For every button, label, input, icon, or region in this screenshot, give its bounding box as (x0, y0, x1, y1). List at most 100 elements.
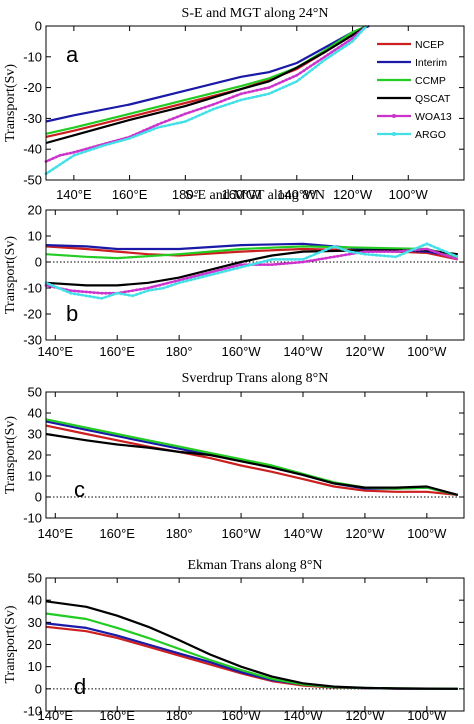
legend-label-qscat: QSCAT (415, 93, 451, 105)
series-point-argo (150, 288, 154, 292)
series-point-woa13 (100, 291, 104, 295)
series-point-woa13 (251, 89, 255, 93)
series-line-qscat (45, 25, 368, 145)
series-point-argo (298, 77, 302, 81)
series-point-woa13 (337, 46, 340, 49)
series-point-woa13 (274, 262, 278, 266)
y-tick-label: 0 (35, 19, 42, 34)
y-tick-label: 0 (35, 255, 42, 270)
series-point-argo (215, 106, 219, 110)
series-point-argo (92, 147, 96, 151)
x-tick-label: 160°E (99, 526, 135, 541)
x-tick-label: 160°W (221, 526, 261, 541)
series-point-woa13 (92, 291, 96, 294)
series-point-woa13 (382, 250, 386, 254)
series-markers-woa13 (44, 27, 366, 163)
series-point-woa13 (203, 105, 207, 109)
series-point-woa13 (448, 255, 452, 259)
series-point-argo (48, 282, 51, 286)
series-point-woa13 (231, 95, 235, 99)
series-point-woa13 (313, 258, 316, 262)
x-tick-label: 100°W (407, 708, 447, 723)
series-point-argo (239, 265, 243, 269)
series-point-argo (433, 245, 436, 249)
legend-label-ccmp: CCMP (415, 75, 446, 87)
series-line-qscat (45, 600, 458, 690)
series-point-woa13 (429, 248, 433, 252)
y-tick-label: 10 (28, 659, 42, 674)
series-line-ccmp (45, 245, 459, 260)
series-point-argo (243, 97, 247, 101)
series-line-ncep (45, 625, 458, 690)
series-point-argo (72, 154, 76, 157)
x-tick-label: 120°W (345, 526, 385, 541)
series-point-woa13 (170, 280, 173, 284)
series-point-argo (172, 122, 175, 126)
y-tick-label: 20 (28, 637, 42, 652)
series-point-argo (128, 137, 132, 140)
series-point-argo (301, 258, 305, 261)
series-point-argo (355, 251, 359, 255)
series-point-argo (216, 271, 220, 275)
series-point-argo (194, 115, 198, 119)
series-point-woa13 (417, 248, 421, 252)
series-point-woa13 (204, 272, 208, 275)
series-point-argo (139, 291, 142, 295)
series-point-argo (197, 276, 200, 280)
series-point-woa13 (152, 124, 156, 128)
series-point-woa13 (183, 112, 187, 116)
series-point-argo (123, 293, 127, 296)
series-line-interim (45, 622, 458, 690)
series-point-argo (266, 259, 270, 262)
series-point-woa13 (227, 97, 231, 100)
series-point-woa13 (330, 50, 333, 54)
x-tick-label: 160°W (221, 344, 261, 359)
series-point-argo (317, 63, 320, 67)
y-tick-label: 10 (28, 469, 42, 484)
series-point-woa13 (88, 290, 92, 294)
series-point-woa13 (402, 249, 405, 253)
series-point-woa13 (398, 249, 402, 253)
series-point-woa13 (235, 93, 239, 97)
series-point-woa13 (181, 277, 185, 281)
series-point-woa13 (168, 118, 171, 122)
y-tick-label: -20 (23, 80, 42, 95)
legend-marker-woa13 (392, 114, 396, 118)
x-tick-label: 140°E (56, 187, 92, 202)
series-point-argo (112, 141, 116, 145)
series-point-woa13 (326, 53, 330, 56)
series-point-woa13 (166, 281, 169, 285)
series-point-argo (297, 258, 301, 261)
series-point-woa13 (259, 88, 263, 91)
series-point-argo (301, 75, 305, 78)
series-point-argo (417, 245, 421, 249)
series-point-argo (204, 110, 208, 114)
x-tick-label: 180° (166, 708, 193, 723)
series-point-argo (274, 89, 278, 93)
series-markers-argo (44, 27, 366, 176)
plot-frame (45, 209, 465, 341)
series-point-woa13 (295, 73, 299, 77)
y-tick-label: -40 (23, 142, 42, 157)
series-point-woa13 (123, 290, 127, 294)
series-point-argo (337, 49, 340, 52)
series-point-woa13 (312, 62, 316, 66)
panel-c: Sverdrup Trans along 8°N50403020100-1014… (3, 371, 465, 541)
x-tick-label: 160°W (221, 708, 261, 723)
series-point-argo (344, 248, 347, 252)
series-point-woa13 (239, 263, 243, 266)
series-point-argo (84, 150, 88, 153)
x-tick-label: 160°E (112, 187, 148, 202)
series-point-argo (132, 135, 136, 139)
series-point-woa13 (72, 150, 76, 154)
series-point-woa13 (390, 250, 394, 254)
series-point-argo (278, 87, 281, 91)
x-tick-label: 100°W (407, 344, 447, 359)
series-point-argo (62, 160, 65, 164)
series-point-woa13 (239, 92, 243, 96)
series-point-argo (320, 249, 324, 253)
series-point-woa13 (172, 117, 175, 120)
series-point-woa13 (309, 259, 313, 263)
series-point-argo (304, 72, 308, 76)
series-point-argo (320, 60, 323, 64)
